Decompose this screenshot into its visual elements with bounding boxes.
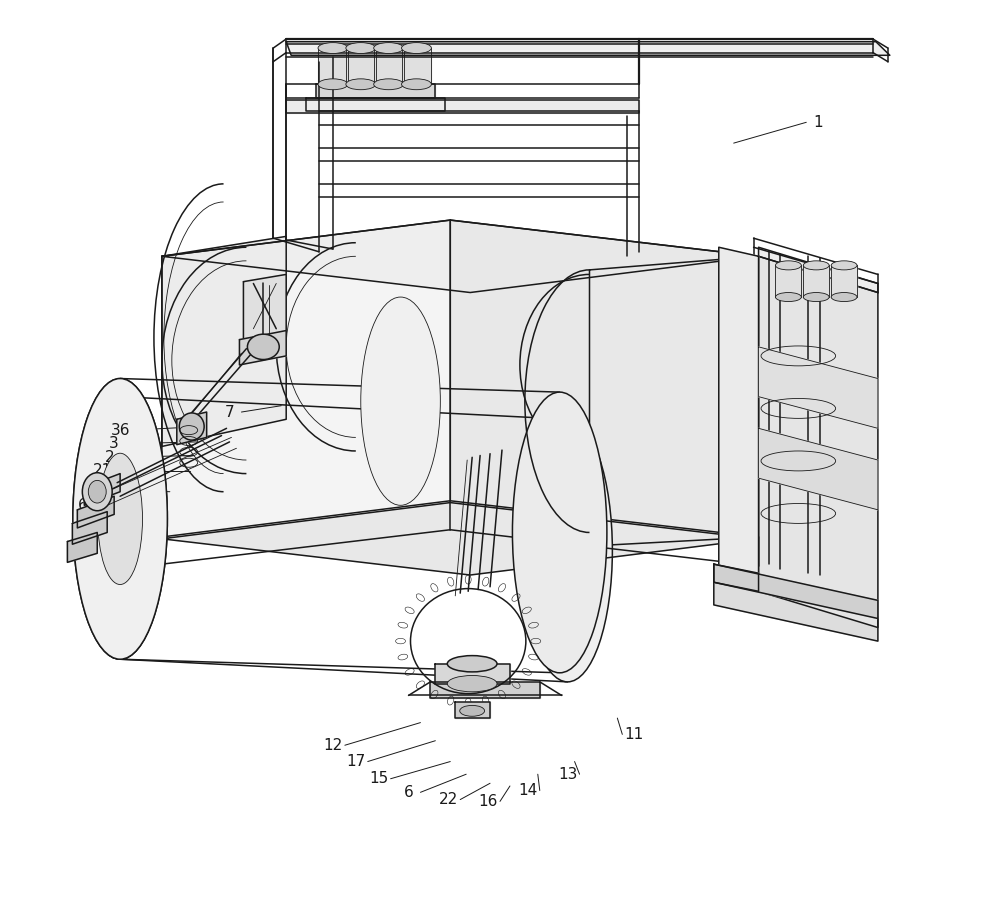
Ellipse shape xyxy=(803,292,829,302)
Ellipse shape xyxy=(346,43,376,54)
Ellipse shape xyxy=(374,79,404,89)
Polygon shape xyxy=(239,331,286,365)
Polygon shape xyxy=(162,220,450,537)
Text: 6: 6 xyxy=(404,784,413,800)
Text: 36: 36 xyxy=(110,423,130,437)
Text: 14: 14 xyxy=(518,783,537,798)
Polygon shape xyxy=(759,256,878,628)
Text: 11: 11 xyxy=(625,727,644,742)
Ellipse shape xyxy=(460,705,485,716)
Polygon shape xyxy=(162,503,759,575)
Polygon shape xyxy=(374,48,404,85)
Text: 22: 22 xyxy=(439,792,458,807)
Polygon shape xyxy=(831,265,857,297)
Ellipse shape xyxy=(775,292,801,302)
Polygon shape xyxy=(759,428,878,510)
Polygon shape xyxy=(286,99,639,113)
Polygon shape xyxy=(346,48,376,85)
Ellipse shape xyxy=(318,79,348,89)
Text: 62: 62 xyxy=(71,522,90,537)
Text: 12: 12 xyxy=(323,738,343,752)
Polygon shape xyxy=(759,247,878,292)
Polygon shape xyxy=(72,512,107,544)
Polygon shape xyxy=(714,564,878,619)
Ellipse shape xyxy=(803,261,829,270)
Polygon shape xyxy=(450,220,759,537)
Text: 66: 66 xyxy=(85,483,104,497)
Polygon shape xyxy=(177,412,207,445)
Ellipse shape xyxy=(361,297,440,506)
Polygon shape xyxy=(430,681,540,698)
Polygon shape xyxy=(77,496,114,528)
Text: 7: 7 xyxy=(225,404,234,420)
Polygon shape xyxy=(402,48,431,85)
Ellipse shape xyxy=(402,43,431,54)
Polygon shape xyxy=(306,97,445,111)
Ellipse shape xyxy=(73,379,167,660)
Ellipse shape xyxy=(82,473,112,511)
Ellipse shape xyxy=(831,292,857,302)
Polygon shape xyxy=(759,347,878,428)
Ellipse shape xyxy=(318,43,348,54)
Text: 15: 15 xyxy=(369,772,388,786)
Ellipse shape xyxy=(831,261,857,270)
Polygon shape xyxy=(316,85,435,97)
Text: 21: 21 xyxy=(93,464,112,478)
Polygon shape xyxy=(714,580,878,641)
Ellipse shape xyxy=(402,79,431,89)
Ellipse shape xyxy=(346,79,376,89)
Ellipse shape xyxy=(75,396,165,660)
Polygon shape xyxy=(67,532,97,562)
Polygon shape xyxy=(162,220,759,292)
Ellipse shape xyxy=(512,392,607,673)
Text: 13: 13 xyxy=(558,767,577,782)
Ellipse shape xyxy=(775,261,801,270)
Polygon shape xyxy=(719,247,759,591)
Ellipse shape xyxy=(374,43,404,54)
Polygon shape xyxy=(803,265,829,297)
Polygon shape xyxy=(243,274,286,354)
Polygon shape xyxy=(318,48,348,85)
Ellipse shape xyxy=(73,379,167,660)
Text: 17: 17 xyxy=(346,754,365,769)
Polygon shape xyxy=(162,236,286,446)
Ellipse shape xyxy=(523,419,612,681)
Ellipse shape xyxy=(98,454,142,585)
Polygon shape xyxy=(590,256,759,546)
Ellipse shape xyxy=(447,656,497,672)
Text: 64: 64 xyxy=(78,497,97,513)
Text: 2: 2 xyxy=(105,450,115,465)
Ellipse shape xyxy=(179,413,204,440)
Text: 1: 1 xyxy=(813,115,823,129)
Ellipse shape xyxy=(247,334,279,360)
Polygon shape xyxy=(435,664,510,683)
Ellipse shape xyxy=(88,480,106,503)
Polygon shape xyxy=(714,564,759,591)
Text: 16: 16 xyxy=(478,793,498,809)
Polygon shape xyxy=(455,701,490,718)
Text: 3: 3 xyxy=(109,436,119,451)
Ellipse shape xyxy=(447,676,497,691)
Polygon shape xyxy=(286,42,890,56)
Polygon shape xyxy=(775,265,801,297)
Polygon shape xyxy=(84,474,120,506)
